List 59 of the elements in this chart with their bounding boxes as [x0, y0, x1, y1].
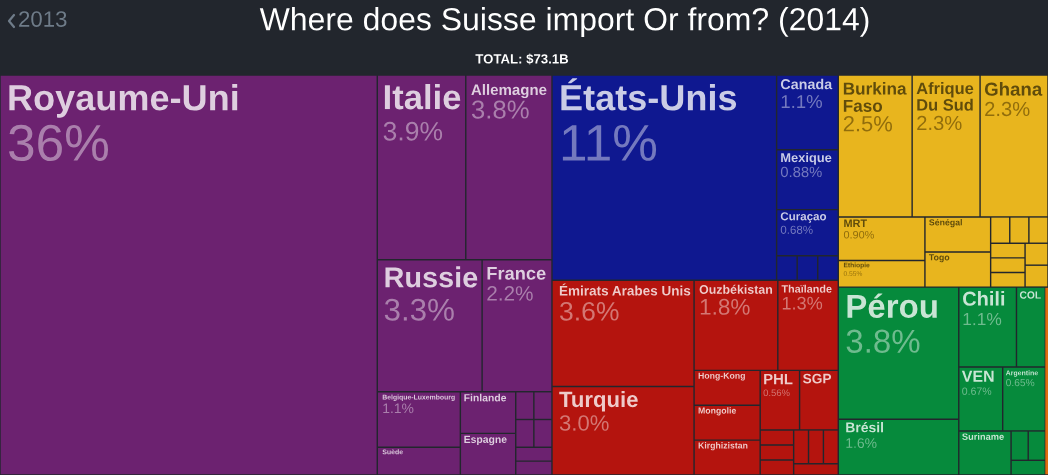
category-label: Finlande [464, 393, 507, 402]
data-label: 1.8% [700, 298, 750, 315]
category-label: PHL [764, 373, 793, 385]
category-label: États-Unis [561, 78, 737, 111]
text: 2013 [19, 11, 67, 27]
data-label: 2.3% [985, 101, 1030, 117]
data-label: 0.65% [1006, 378, 1035, 387]
data-label: 1.1% [383, 403, 414, 414]
category-label: Turquie [559, 390, 638, 412]
data-label: 3.9% [383, 121, 443, 141]
data-label: 1.1% [781, 95, 822, 109]
data-label: 1.3% [782, 296, 823, 310]
text: TOTAL: $73.1B [475, 53, 569, 65]
category-label: Curaçao [780, 212, 827, 223]
data-label: 3.0% [559, 415, 609, 431]
data-label: 3.8% [846, 329, 920, 353]
data-label: 1.6% [846, 438, 877, 448]
category-label: Ghana [984, 82, 1043, 96]
data-label: 2.5% [843, 115, 893, 132]
category-label: Hong-Kong [698, 372, 745, 381]
category-label: Brésil [846, 421, 883, 433]
category-label: COL [1019, 291, 1041, 299]
category-label: Émirats Arabes Unis [559, 283, 691, 296]
category-label: VEN [961, 370, 994, 382]
data-label: 0.68% [780, 225, 813, 234]
category-label: Pérou [847, 293, 937, 318]
category-label: Italie [384, 84, 461, 110]
category-label: Ouzbékistan [699, 284, 773, 294]
text: Where does Suisse import Or from? (2014) [259, 7, 869, 37]
data-label: 0.56% [763, 389, 790, 397]
category-label: Afrique Du Sud [916, 82, 974, 111]
category-label: MRT [844, 219, 867, 227]
category-label: Mongolie [698, 407, 736, 416]
data-label: 1.1% [963, 313, 1002, 326]
data-label: 3.6% [559, 301, 619, 321]
data-label: 0.67% [962, 387, 992, 395]
data-label: 2.3% [917, 115, 962, 131]
category-label: Espagne [464, 435, 507, 446]
category-label: Russie [385, 266, 478, 288]
category-label: Chili [963, 291, 1005, 306]
data-label: 0.90% [843, 230, 874, 239]
data-label: 3.3% [384, 298, 454, 321]
category-label: Kirghizistan [698, 442, 748, 451]
category-label: Togo [928, 254, 950, 263]
category-label: Thaïlande [781, 284, 832, 293]
category-label: Sénégal [929, 218, 962, 228]
category-label: Suriname [962, 433, 1004, 440]
data-label: 2.2% [487, 286, 533, 301]
data-label: 0.88% [780, 166, 822, 178]
data-label: 3.8% [471, 100, 529, 119]
category-label: Royaume-Uni [9, 84, 238, 118]
category-label: Mexique [781, 152, 832, 165]
category-label: SGP [802, 373, 832, 384]
data-label: 11% [562, 124, 657, 161]
category-label: Allemagne [471, 84, 547, 99]
data-label: 36% [8, 124, 109, 162]
category-label: Burkina Faso [843, 82, 907, 112]
category-label: Canada [780, 78, 833, 90]
category-label: France [487, 267, 546, 280]
